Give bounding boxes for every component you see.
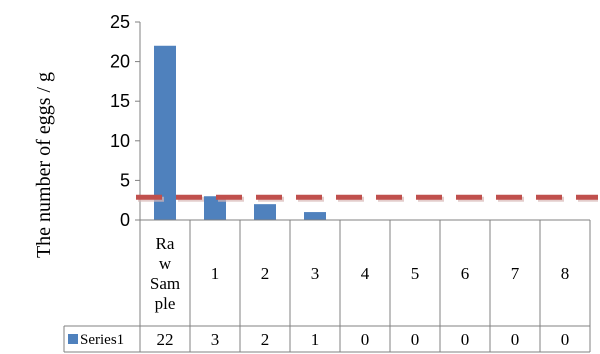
data-table-value: 0 bbox=[361, 330, 370, 349]
category-label: 2 bbox=[261, 264, 270, 283]
y-tick-label: 15 bbox=[110, 91, 130, 111]
data-table-value: 22 bbox=[157, 330, 174, 349]
y-axis-title: The number of eggs / g bbox=[33, 72, 55, 258]
data-table-value: 3 bbox=[211, 330, 220, 349]
data-table-value: 0 bbox=[461, 330, 470, 349]
category-label: 7 bbox=[511, 264, 520, 283]
y-tick-label: 10 bbox=[110, 131, 130, 151]
category-label: 5 bbox=[411, 264, 420, 283]
y-tick-label: 25 bbox=[110, 12, 130, 32]
category-label: 3 bbox=[311, 264, 320, 283]
category-label: 1 bbox=[211, 264, 220, 283]
bar bbox=[204, 196, 226, 220]
legend-swatch bbox=[68, 334, 78, 344]
data-table-value: 2 bbox=[261, 330, 270, 349]
bar bbox=[154, 45, 176, 221]
data-table-value: 0 bbox=[411, 330, 420, 349]
data-table-value: 0 bbox=[511, 330, 520, 349]
y-tick-label: 5 bbox=[120, 170, 130, 190]
y-tick-label: 0 bbox=[120, 210, 130, 230]
category-label: 4 bbox=[361, 264, 370, 283]
category-label: 8 bbox=[561, 264, 570, 283]
y-tick-label: 20 bbox=[110, 52, 130, 72]
category-label: 6 bbox=[461, 264, 470, 283]
category-label: Ra w Sam ple bbox=[150, 234, 180, 313]
data-table-value: 1 bbox=[311, 330, 320, 349]
bar bbox=[304, 212, 326, 220]
bar bbox=[254, 204, 276, 220]
series-name-label: Series1 bbox=[80, 332, 124, 348]
data-table-value: 0 bbox=[561, 330, 570, 349]
